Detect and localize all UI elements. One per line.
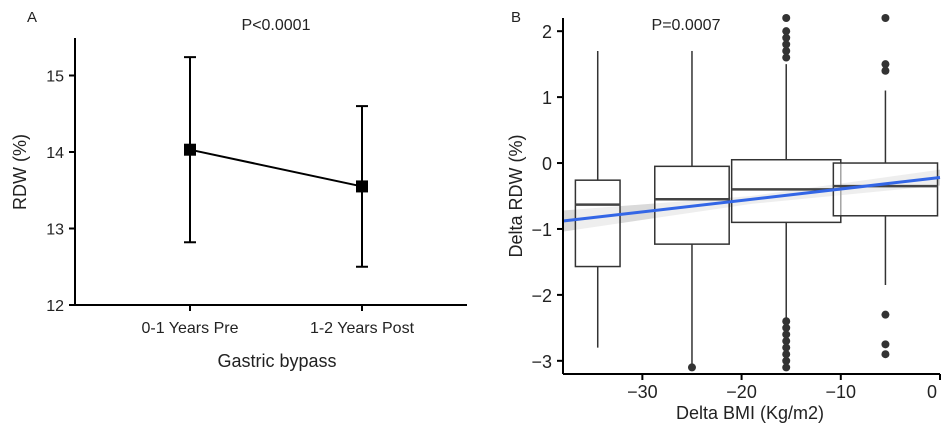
panel-b-x-axis-title: Delta BMI (Kg/m2) xyxy=(676,403,824,423)
panel-a-y-axis-title: RDW (%) xyxy=(10,134,30,210)
panel-a-label: A xyxy=(27,9,37,26)
panel-b-outlier xyxy=(782,330,791,339)
panel-b-trend-line xyxy=(562,176,941,223)
panel-b-y-axis-title: Delta RDW (%) xyxy=(506,134,526,257)
panel-a-y-tick-label: 13 xyxy=(46,222,64,239)
panel-b-y-tick-label: 2 xyxy=(542,22,552,42)
panel-a-p-value: P<0.0001 xyxy=(242,17,311,34)
panel-b-outlier xyxy=(782,40,791,49)
panel-b-outlier xyxy=(782,323,791,332)
panel-a-y-tick-label: 15 xyxy=(46,69,64,86)
panel-a-x-axis-title: Gastric bypass xyxy=(217,351,336,371)
panel-b-y-tick-label: −1 xyxy=(531,220,552,240)
panel-b-boxes xyxy=(574,14,939,372)
panel-a-series-line xyxy=(189,148,363,188)
panel-a-mean-marker xyxy=(356,180,368,193)
panel-b-outlier xyxy=(782,14,791,22)
panel-b-outlier xyxy=(782,317,791,326)
panel-a-x-tick-label: 0-1 Years Pre xyxy=(142,320,239,337)
panel-b-outlier xyxy=(782,350,791,359)
panel-b-x-ticks: −30 −20 −10 0 xyxy=(627,374,941,402)
panel-b-outlier xyxy=(782,33,791,42)
panel-b-outlier xyxy=(782,356,791,365)
panel-b-y-tick-label: −3 xyxy=(531,352,552,372)
panel-b-outlier xyxy=(687,363,696,372)
panel-b-outlier xyxy=(881,60,890,69)
panel-b-outlier xyxy=(782,53,791,62)
panel-b-outlier xyxy=(881,66,890,75)
panel-b-label: B xyxy=(511,9,521,26)
panel-a-marks xyxy=(184,56,368,268)
panel-b-y-ticks: −3 −2 −1 0 1 2 xyxy=(531,22,563,372)
panel-a-x-tick-label: 1-2 Years Post xyxy=(310,320,415,337)
panel-b-p-value: P=0.0007 xyxy=(652,17,721,34)
panel-b-y-tick-label: 1 xyxy=(542,88,552,108)
panel-b-trend-group xyxy=(562,176,941,223)
panel-a-x-ticks: 0-1 Years Pre 1-2 Years Post xyxy=(142,305,415,337)
panel-b-outlier xyxy=(782,343,791,352)
panel-b-outlier xyxy=(881,310,890,319)
panel-b-outlier xyxy=(782,46,791,55)
panel-b-outlier xyxy=(782,337,791,346)
panel-b-x-tick-label: −10 xyxy=(826,382,857,402)
panel-a-mean-marker xyxy=(184,143,196,156)
panel-b-x-tick-label: 0 xyxy=(927,382,937,402)
panel-b-outlier xyxy=(881,350,890,359)
panel-a: A P<0.0001 12 13 14 15 0-1 Years Pre 1-2 Yea… xyxy=(10,9,467,371)
panel-b-x-tick-label: −20 xyxy=(726,382,757,402)
panel-b-outlier xyxy=(881,14,890,22)
panel-a-y-tick-label: 14 xyxy=(46,145,64,162)
panel-a-y-ticks: 12 13 14 15 xyxy=(46,69,75,315)
panel-a-y-tick-label: 12 xyxy=(46,298,64,315)
panel-b-outlier xyxy=(782,27,791,36)
panel-b-box xyxy=(574,179,621,268)
panel-b-x-tick-label: −30 xyxy=(627,382,658,402)
panel-b-y-tick-label: −2 xyxy=(531,286,552,306)
panel-b-outlier xyxy=(782,363,791,372)
panel-b-outlier xyxy=(881,340,890,349)
panel-b-y-tick-label: 0 xyxy=(542,154,552,174)
